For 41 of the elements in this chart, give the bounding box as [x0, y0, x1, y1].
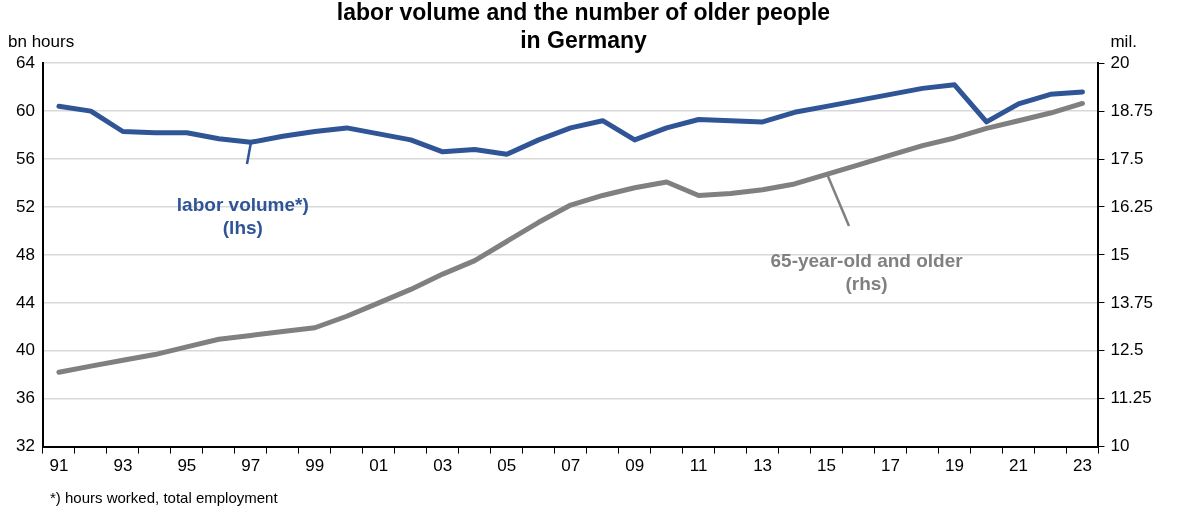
text: 65-year-old and older (rhs)	[770, 249, 964, 294]
x-tick-label: 09	[625, 456, 645, 476]
y2-tick-label: 18.75	[1110, 100, 1154, 120]
y-tick-label: 60	[15, 100, 35, 120]
y-tick-label: 32	[15, 436, 35, 456]
x-tick-label: 13	[753, 456, 773, 476]
y2-tick-label: 15	[1110, 244, 1130, 264]
x-tick-label: 17	[881, 456, 901, 476]
x-tick-label: 21	[1009, 456, 1028, 476]
text: *) hours worked, total employment	[50, 489, 279, 506]
y2-tick-label: 13.75	[1110, 292, 1154, 312]
y2-axis-title: mil.	[1110, 32, 1137, 52]
x-tick-label: 95	[177, 456, 197, 476]
y2-tick-label: 11.25	[1110, 388, 1152, 408]
y-tick-label: 64	[15, 52, 35, 72]
y2-tick-label: 17.5	[1110, 148, 1144, 168]
y-tick-label: 56	[15, 148, 35, 168]
x-tick-label: 19	[945, 456, 964, 476]
x-tick-label: 03	[433, 456, 453, 476]
y-tick-label: 52	[15, 196, 35, 216]
x-tick-label: 99	[305, 456, 325, 476]
x-tick-label: 01	[369, 456, 389, 476]
x-tick-label: 93	[113, 456, 133, 476]
chart-title: labor volume and the number of older people in Germany	[336, 0, 831, 53]
y2-tick-label: 10	[1110, 436, 1130, 456]
y2-tick-label: 20	[1110, 52, 1130, 72]
y-tick-label: 40	[15, 340, 35, 360]
y2-tick-label: 12.5	[1110, 340, 1144, 360]
y-tick-label: 44	[15, 292, 35, 312]
y-axis-title: bn hours	[8, 32, 75, 52]
y2-tick-label: 16.25	[1110, 196, 1154, 216]
x-tick-label: 07	[561, 456, 581, 476]
x-tick-label: 23	[1073, 456, 1092, 476]
x-tick-label: 15	[817, 456, 837, 476]
text: labor volume*) (lhs)	[176, 193, 309, 238]
x-tick-label: 97	[241, 456, 261, 476]
x-tick-label: 05	[497, 456, 517, 476]
y-tick-label: 48	[15, 244, 35, 264]
y-tick-label: 36	[15, 388, 35, 408]
x-tick-label: 91	[49, 456, 69, 476]
x-tick-label: 11	[689, 456, 708, 476]
